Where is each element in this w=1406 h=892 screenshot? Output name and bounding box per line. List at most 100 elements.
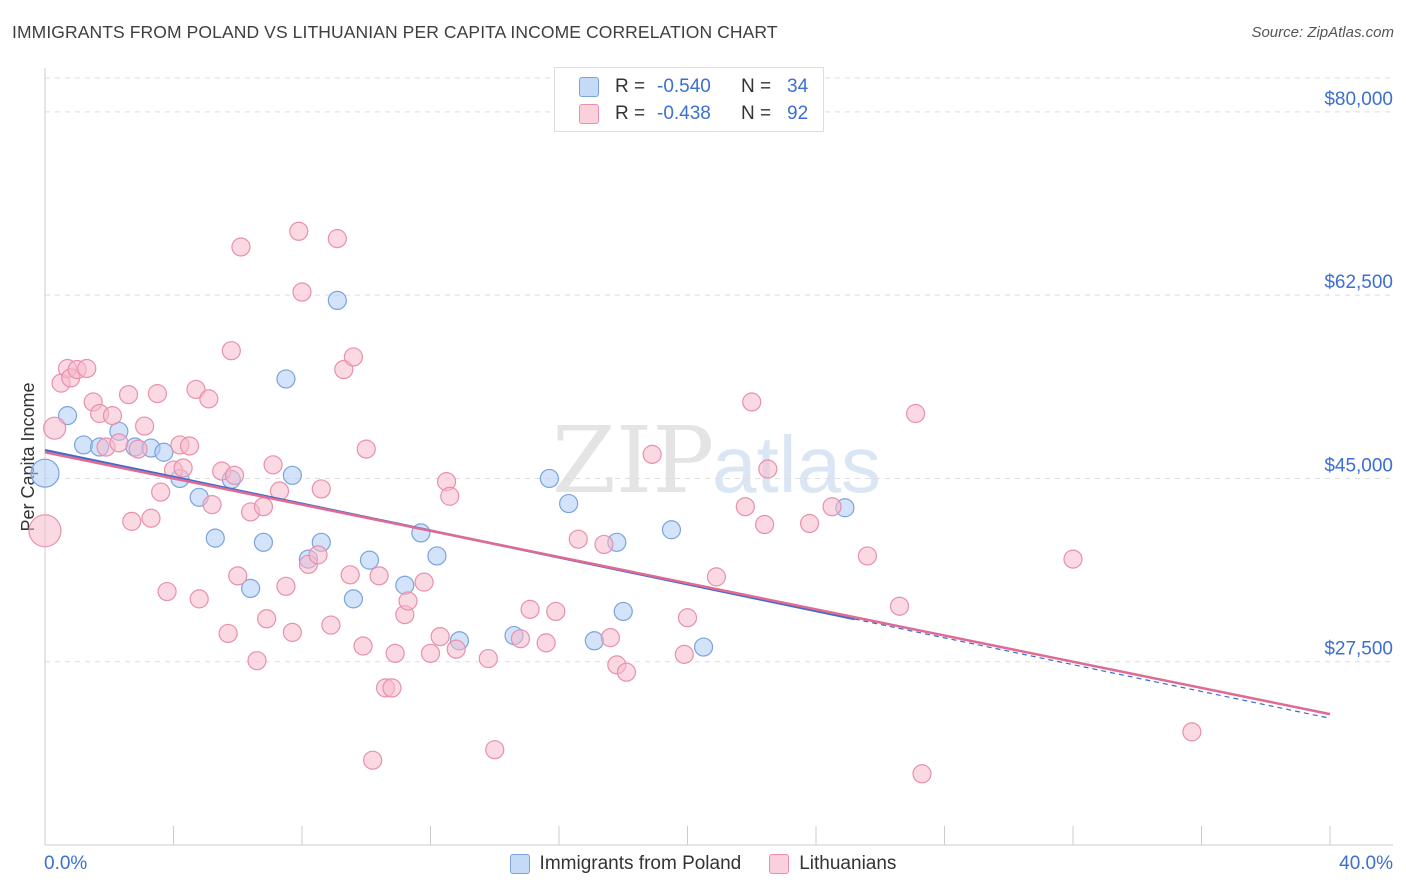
poland-point (276, 369, 296, 389)
lithuanians-swatch (769, 854, 790, 874)
legend-row-poland: R = -0.540 N = 34 (579, 74, 808, 100)
lithuanian-point (128, 439, 148, 459)
x-tick-label: 0.0% (44, 853, 87, 874)
lithuanian-point (742, 392, 762, 412)
lithuanian-point (382, 678, 402, 698)
r-value: -0.540 (657, 76, 711, 97)
lithuanian-point (385, 643, 405, 663)
lithuanian-point (568, 529, 588, 549)
poland-point (205, 528, 225, 548)
legend-item-lithuanians[interactable]: Lithuanians (769, 853, 896, 875)
lithuanian-point (102, 406, 123, 426)
n-value: 92 (787, 103, 809, 124)
lithuanian-point (912, 764, 932, 784)
watermark-zip: ZIP (552, 407, 714, 514)
lithuanian-point (173, 458, 193, 478)
lithuanian-point (754, 514, 775, 535)
poland-point (282, 465, 302, 485)
lithuanian-point (228, 566, 248, 586)
poland-point (559, 493, 579, 514)
poland-point (661, 520, 682, 540)
lithuanian-point (369, 566, 389, 586)
n-value: 34 (787, 76, 809, 97)
lithuanian-point (343, 347, 363, 367)
lithuanian-point (356, 439, 376, 459)
lithuanian-point (289, 221, 309, 241)
lithuanian-point (430, 626, 450, 647)
poland-point (73, 435, 94, 455)
lithuanian-point (478, 648, 498, 669)
source-label: Source: ZipAtlas.com (1251, 24, 1394, 41)
lithuanian-point (218, 623, 238, 644)
poland-point (154, 442, 174, 462)
lithuanian-point (253, 497, 274, 517)
legend-item-poland[interactable]: Immigrants from Poland (509, 853, 742, 875)
lithuanian-point (231, 237, 251, 257)
legend-label-poland: Immigrants from Poland (539, 853, 742, 874)
poland-point (427, 546, 447, 566)
lithuanian-point (28, 514, 62, 548)
lithuanian-point (905, 403, 926, 424)
poland-swatch (579, 77, 599, 97)
chart-title: IMMIGRANTS FROM POLAND VS LITHUANIAN PER… (12, 22, 778, 42)
lithuanian-point (202, 495, 222, 515)
poland-point (613, 601, 633, 622)
poland-point (343, 589, 363, 609)
lithuanian-point (398, 591, 418, 611)
lithuanian-point (186, 379, 206, 400)
lithuanian-point (282, 622, 302, 642)
x-tick-label: 40.0% (1339, 853, 1393, 874)
poland-point (395, 575, 415, 595)
lithuanian-point (189, 589, 209, 609)
lithuanian-point (157, 581, 177, 602)
lithuanian-point (141, 508, 161, 528)
lithuanians-swatch (579, 104, 599, 124)
r-value: -0.438 (657, 103, 711, 124)
lithuanian-point (292, 282, 312, 302)
lithuanian-point (263, 455, 283, 475)
lithuanian-point (485, 740, 505, 760)
poland-point (57, 406, 78, 426)
lithuanian-point (257, 609, 277, 629)
series-legend: Immigrants from Poland Lithuanians (0, 852, 1406, 876)
lithuanian-point (353, 636, 373, 656)
n-label: N = (741, 103, 772, 124)
lithuanian-point (340, 565, 360, 585)
lithuanian-point (134, 416, 155, 436)
poland-point (253, 532, 274, 552)
lithuanian-point (674, 644, 694, 664)
lithuanian-point (308, 545, 328, 565)
lithuanian-point (546, 601, 566, 622)
lithuanian-point (414, 572, 434, 592)
lithuanian-point (118, 385, 139, 405)
lithuanian-point (147, 384, 168, 404)
legend-row-lithuanians: R = -0.438 N = 92 (579, 101, 808, 127)
y-axis-label: Per Capita Income (18, 382, 38, 531)
lithuanian-point (594, 534, 614, 555)
y-tick-label: $62,500 (1324, 272, 1393, 293)
lithuanian-point (520, 599, 540, 619)
correlation-legend: R = -0.540 N = 34 R = -0.438 N = 92 (554, 67, 824, 132)
lithuanian-point (151, 482, 171, 502)
lithuanian-point (536, 633, 556, 653)
lithuanian-point (276, 576, 296, 596)
lithuanian-point (363, 750, 383, 770)
lithuanian-point (224, 465, 245, 485)
lithuanian-point (758, 459, 778, 479)
lithuanian-point (179, 436, 200, 456)
lithuanian-point (799, 513, 820, 534)
lithuanian-point (221, 341, 241, 361)
n-label: N = (741, 76, 772, 97)
lithuanian-point (822, 497, 842, 517)
poland-point (539, 468, 559, 489)
lithuanian-point (706, 567, 727, 587)
poland-point (327, 290, 347, 311)
lithuanian-point (43, 416, 67, 440)
lithuanian-point (311, 479, 331, 499)
lithuanian-point (642, 444, 662, 464)
lithuanian-point (857, 546, 878, 566)
lithuanian-point (600, 628, 621, 648)
lithuanian-point (199, 389, 219, 409)
poland-point (30, 458, 60, 488)
